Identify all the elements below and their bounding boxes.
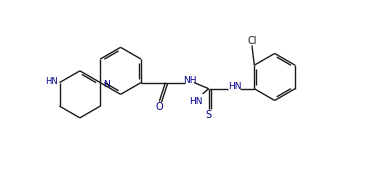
Text: Cl: Cl — [247, 36, 257, 46]
Text: O: O — [156, 102, 163, 112]
Text: NH: NH — [183, 76, 197, 85]
Text: HN: HN — [45, 77, 57, 86]
Text: HN: HN — [228, 82, 241, 91]
Text: N: N — [103, 80, 110, 89]
Text: HN: HN — [189, 97, 203, 106]
Text: S: S — [205, 110, 212, 120]
